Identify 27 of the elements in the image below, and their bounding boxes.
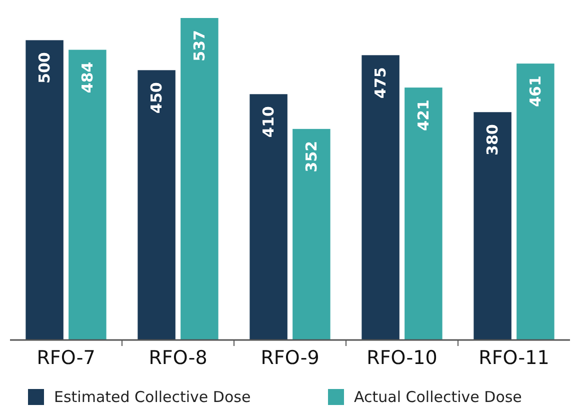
data-label: 475 xyxy=(372,67,390,98)
bar xyxy=(362,55,400,340)
data-label: 380 xyxy=(484,124,502,156)
legend-label: Estimated Collective Dose xyxy=(54,388,251,406)
x-tick-label: RFO-10 xyxy=(366,347,438,369)
data-label: 352 xyxy=(302,140,320,172)
data-label: 461 xyxy=(526,76,544,107)
bar xyxy=(26,40,64,340)
x-tick-label: RFO-9 xyxy=(260,347,320,369)
legend-label: Actual Collective Dose xyxy=(354,388,522,406)
x-tick-label: RFO-8 xyxy=(148,347,208,369)
bar xyxy=(292,128,330,340)
data-label: 484 xyxy=(78,62,96,94)
bar xyxy=(404,88,442,340)
data-label: 537 xyxy=(190,30,208,62)
bar xyxy=(474,112,512,340)
data-label: 450 xyxy=(148,82,166,114)
bar xyxy=(138,70,176,340)
bar xyxy=(68,50,106,340)
bar xyxy=(516,64,554,340)
data-label: 500 xyxy=(36,52,54,84)
bar xyxy=(250,94,288,340)
x-tick-label: RFO-7 xyxy=(36,347,96,369)
x-tick-label: RFO-11 xyxy=(478,347,550,369)
data-label: 421 xyxy=(414,100,432,131)
bar xyxy=(180,18,218,340)
data-label: 410 xyxy=(260,106,278,138)
